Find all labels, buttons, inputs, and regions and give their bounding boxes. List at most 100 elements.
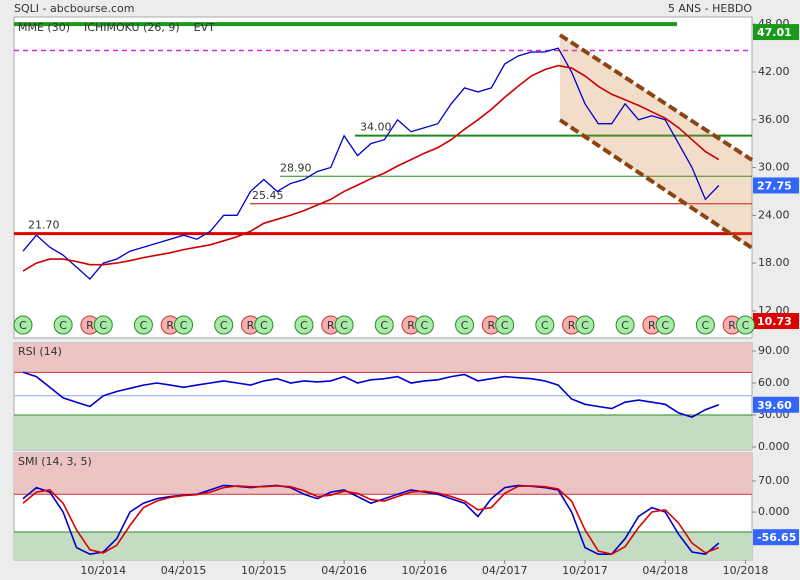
signal-marker — [455, 315, 475, 335]
series-line — [22, 484, 720, 556]
signal-label: R — [648, 319, 656, 332]
signal-marker — [655, 315, 675, 335]
signal-label: C — [581, 319, 589, 332]
y-tick-label: 42.00 — [758, 65, 790, 78]
zone-oversold — [14, 415, 752, 450]
x-tick-label: 10/2015 — [241, 564, 287, 577]
signal-label: C — [621, 319, 629, 332]
signal-marker — [736, 315, 756, 335]
chart-subtitle: 5 ANS - HEBDO — [668, 2, 752, 15]
signal-marker — [535, 315, 555, 335]
x-tick-label: 04/2017 — [482, 564, 528, 577]
y-tick-label: 0.000 — [758, 505, 790, 518]
x-tick-label: 04/2015 — [161, 564, 207, 577]
signal-marker — [334, 315, 354, 335]
channel-top — [558, 33, 754, 162]
price-tag — [753, 313, 799, 330]
price-tag — [753, 177, 799, 194]
price-tag-label: 39.60 — [757, 399, 792, 412]
signal-marker — [214, 315, 234, 335]
y-tick-label: 18.00 — [758, 256, 790, 269]
zone-overbought — [14, 453, 752, 495]
y-tick-label: 90.00 — [758, 344, 790, 357]
signal-label: C — [380, 319, 388, 332]
signal-label: C — [99, 319, 107, 332]
plot-area — [13, 16, 753, 339]
signal-label: C — [541, 319, 549, 332]
rsi-title: RSI (14) — [18, 345, 62, 358]
plot-content: 34.0028.9025.4521.7048.0042.0036.0030.00… — [13, 17, 799, 577]
price-tag-label: -56.65 — [757, 531, 796, 544]
smi-title: SMI (14, 3, 5) — [18, 455, 92, 468]
signal-marker — [174, 315, 194, 335]
signal-label: C — [702, 319, 710, 332]
level-label: 21.70 — [28, 219, 60, 232]
x-tick-label: 04/2018 — [642, 564, 688, 577]
price-tag — [753, 24, 799, 41]
signal-marker — [13, 315, 33, 335]
signal-label: C — [19, 319, 27, 332]
signal-label: R — [166, 319, 174, 332]
signal-label: C — [340, 319, 348, 332]
y-tick-label: 36.00 — [758, 113, 790, 126]
signal-label: C — [140, 319, 148, 332]
signal-label: R — [247, 319, 255, 332]
level-label: 25.45 — [252, 189, 284, 202]
signal-marker — [615, 315, 635, 335]
level-label: 28.90 — [280, 161, 312, 174]
signal-marker — [695, 315, 715, 335]
y-tick-label: 60.00 — [758, 376, 790, 389]
legend-entry: EVT — [194, 21, 215, 34]
signal-marker — [414, 315, 434, 335]
signal-marker — [53, 315, 73, 335]
signal-marker — [133, 315, 153, 335]
signal-marker — [374, 315, 394, 335]
legend-entry: MME (30) — [18, 21, 70, 34]
series-line — [22, 371, 720, 418]
signal-label: C — [59, 319, 67, 332]
signal-label: C — [260, 319, 268, 332]
x-tick-label: 10/2018 — [723, 564, 769, 577]
level-label: 34.00 — [360, 121, 392, 134]
signal-marker — [294, 315, 314, 335]
signal-label: R — [407, 319, 415, 332]
signal-label: C — [220, 319, 228, 332]
y-tick-label: 0.000 — [758, 440, 790, 453]
chart-title: SQLI - abcbourse.com — [14, 2, 134, 15]
signal-label: R — [568, 319, 576, 332]
signal-label: R — [728, 319, 736, 332]
y-tick-label: 24.00 — [758, 208, 790, 221]
x-tick-label: 10/2014 — [80, 564, 126, 577]
signal-label: C — [742, 319, 750, 332]
price-tag-label: 47.01 — [757, 26, 792, 39]
price-tag — [753, 529, 799, 546]
signal-label: C — [661, 319, 669, 332]
signal-label: R — [327, 319, 335, 332]
y-tick-label: 70.00 — [758, 474, 790, 487]
signal-label: C — [180, 319, 188, 332]
series-line — [22, 47, 720, 281]
signal-label: R — [487, 319, 495, 332]
signal-label: R — [86, 319, 94, 332]
series-line — [22, 64, 720, 272]
signal-label: C — [461, 319, 469, 332]
x-tick-label: 10/2017 — [562, 564, 608, 577]
signal-label: C — [300, 319, 308, 332]
zone-overbought — [14, 343, 752, 373]
signal-marker — [254, 315, 274, 335]
zone-oversold — [14, 532, 752, 560]
y-tick-label: 30.00 — [758, 161, 790, 174]
x-tick-label: 04/2016 — [321, 564, 367, 577]
price-tag-label: 10.73 — [757, 315, 792, 328]
signal-label: C — [421, 319, 429, 332]
series-line — [22, 485, 720, 556]
legend-entry: ICHIMOKU (26, 9) — [84, 21, 180, 34]
signal-marker — [495, 315, 515, 335]
price-tag-label: 27.75 — [757, 179, 792, 192]
x-tick-label: 10/2016 — [402, 564, 448, 577]
signal-marker — [575, 315, 595, 335]
price-tag — [753, 396, 799, 413]
signal-label: C — [501, 319, 509, 332]
